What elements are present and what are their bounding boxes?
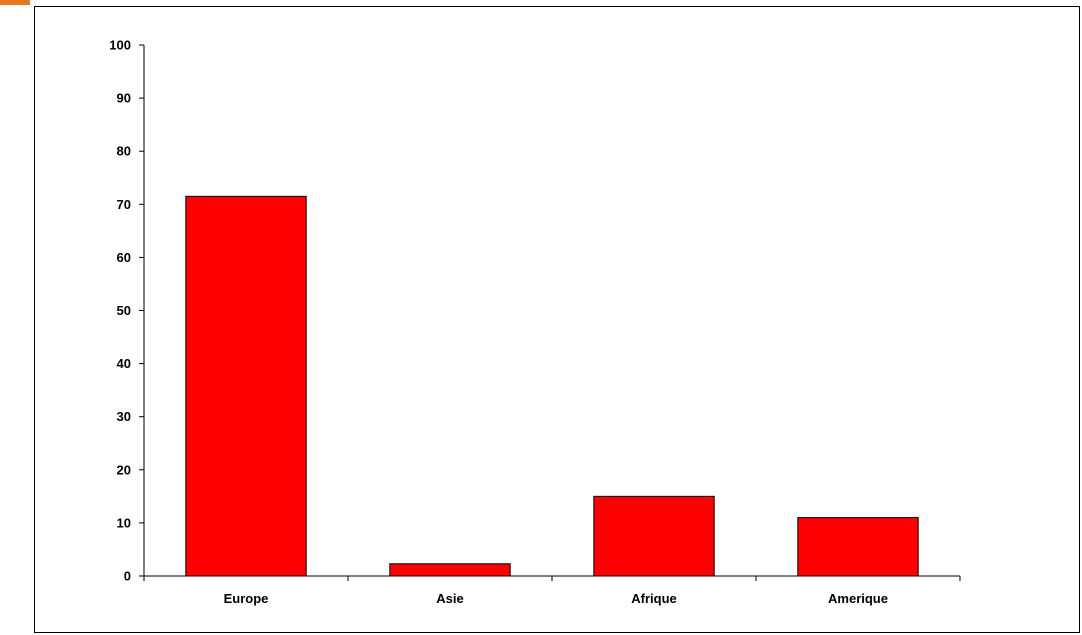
x-tick-label: Asie bbox=[436, 591, 463, 606]
y-tick-label: 100 bbox=[109, 38, 131, 53]
y-tick-label: 10 bbox=[117, 515, 131, 530]
x-tick-label: Afrique bbox=[631, 591, 677, 606]
x-tick-label: Europe bbox=[224, 591, 269, 606]
bar-europe bbox=[186, 196, 306, 576]
y-tick-label: 80 bbox=[117, 144, 131, 159]
y-tick-label: 70 bbox=[117, 197, 131, 212]
y-axis: 0 10 20 30 40 50 60 70 80 90 100 bbox=[109, 38, 144, 584]
bar-asie bbox=[390, 564, 510, 576]
x-axis: Europe Asie Afrique Amerique bbox=[144, 576, 960, 606]
bars bbox=[186, 196, 918, 576]
y-tick-label: 20 bbox=[117, 462, 131, 477]
y-tick-label: 50 bbox=[117, 303, 131, 318]
y-tick-label: 40 bbox=[117, 356, 131, 371]
y-tick-label: 30 bbox=[117, 409, 131, 424]
bar-afrique bbox=[594, 496, 714, 576]
y-tick-label: 0 bbox=[124, 569, 131, 584]
x-tick-label: Amerique bbox=[828, 591, 888, 606]
bar-amerique bbox=[798, 518, 918, 576]
y-tick-label: 90 bbox=[117, 91, 131, 106]
y-tick-label: 60 bbox=[117, 250, 131, 265]
